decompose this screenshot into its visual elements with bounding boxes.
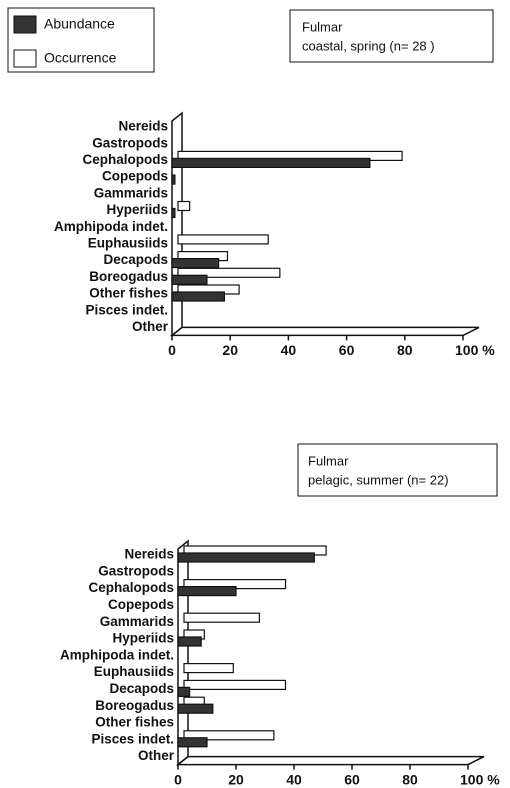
category-label: Pisces indet. [85, 302, 168, 317]
bar [183, 679, 287, 691]
legend-frame [7, 7, 155, 73]
bar [177, 585, 237, 597]
legend-label: Occurrence [44, 50, 117, 66]
bar [183, 612, 261, 623]
bar [177, 636, 202, 647]
category-label: Gammarids [94, 185, 168, 200]
title-box [297, 443, 498, 497]
x-tick-label: 100 % [460, 771, 500, 787]
category-label: Nereids [124, 547, 174, 562]
chart-title: Fulmar [308, 453, 349, 468]
category-label: Pisces indet. [91, 731, 174, 746]
category-label: Euphausiids [94, 664, 174, 679]
category-label: Boreogadus [95, 698, 174, 713]
category-label: Amphipoda indet. [54, 219, 168, 234]
bar [171, 207, 176, 219]
bar [177, 703, 214, 714]
bar [183, 662, 234, 674]
category-label: Boreogadus [89, 269, 168, 284]
category-label: Copepods [102, 169, 168, 184]
bar [177, 686, 191, 698]
bar [171, 291, 225, 302]
x-tick-label: 60 [344, 771, 360, 787]
legend-swatch [13, 49, 37, 68]
category-label: Copepods [108, 597, 174, 612]
title-box [289, 9, 494, 63]
legend-swatch [13, 15, 37, 34]
category-label: Decapods [109, 681, 174, 696]
x-tick-label: 80 [402, 771, 418, 787]
bar [177, 552, 315, 563]
bar [171, 258, 220, 269]
bar [177, 200, 191, 212]
category-label: Other fishes [95, 715, 174, 730]
bar [183, 730, 275, 741]
bar [171, 157, 371, 168]
bar [177, 267, 281, 278]
legend-label: Abundance [44, 16, 115, 32]
x-tick-label: 60 [339, 342, 355, 358]
category-label: Amphipoda indet. [60, 647, 174, 662]
bar [177, 737, 208, 748]
chart-title: Fulmar [302, 19, 343, 34]
bar [171, 174, 176, 185]
category-label: Gastropods [92, 135, 168, 150]
category-label: Cephalopods [88, 580, 174, 595]
x-tick-label: 20 [228, 771, 244, 787]
axis-wall [171, 111, 183, 337]
chart-subtitle: pelagic, summer (n= 22) [308, 472, 449, 487]
category-label: Gammarids [100, 614, 174, 629]
x-tick-label: 0 [174, 771, 182, 787]
x-tick-label: 0 [168, 342, 176, 358]
bar [177, 234, 269, 245]
chart-subtitle: coastal, spring (n= 28 ) [302, 38, 435, 53]
axis-floor [169, 326, 480, 337]
category-label: Hyperiids [106, 202, 168, 217]
category-label: Cephalopods [82, 152, 168, 167]
x-tick-label: 100 % [455, 342, 495, 358]
category-label: Decapods [103, 252, 168, 267]
x-tick-label: 40 [281, 342, 297, 358]
category-label: Euphausiids [88, 235, 168, 250]
category-label: Other [132, 319, 169, 334]
category-label: Nereids [118, 119, 168, 134]
axis-floor [175, 755, 485, 766]
category-label: Other fishes [89, 286, 168, 301]
category-label: Hyperiids [112, 631, 174, 646]
x-tick-label: 20 [222, 342, 238, 358]
legend: Abundance Occurrence [7, 7, 155, 73]
category-label: Gastropods [98, 563, 174, 578]
category-label: Other [138, 748, 175, 763]
bar [171, 274, 208, 285]
x-tick-label: 40 [286, 771, 302, 787]
x-tick-label: 80 [397, 342, 413, 358]
